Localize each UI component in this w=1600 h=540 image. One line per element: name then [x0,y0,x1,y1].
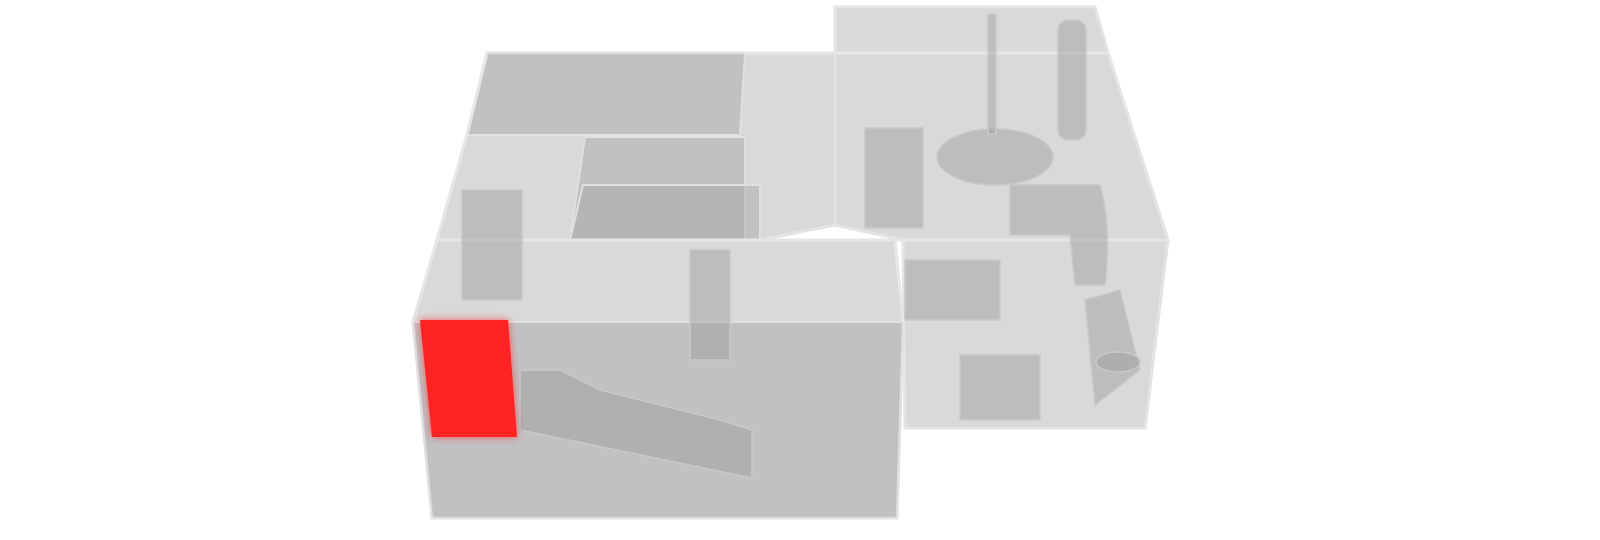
inner-room-top [568,184,761,241]
door [864,127,924,229]
left-edge [411,52,489,323]
wall-edge [893,239,905,323]
pipe [987,13,997,135]
table [904,259,1001,321]
highlighted-element[interactable] [420,320,517,437]
house-model [411,5,1170,520]
sofa [1009,184,1109,286]
door-open [689,249,731,361]
bathtub [1084,289,1141,407]
boiler [936,128,1054,186]
pipe [1057,19,1087,141]
cabinet [959,354,1041,421]
right-block [833,5,1170,430]
upper-room-top [465,52,747,136]
kitchen [461,189,523,301]
highlight [420,320,517,437]
sink [1095,351,1141,373]
stairs [519,369,753,479]
front-face [411,321,905,519]
